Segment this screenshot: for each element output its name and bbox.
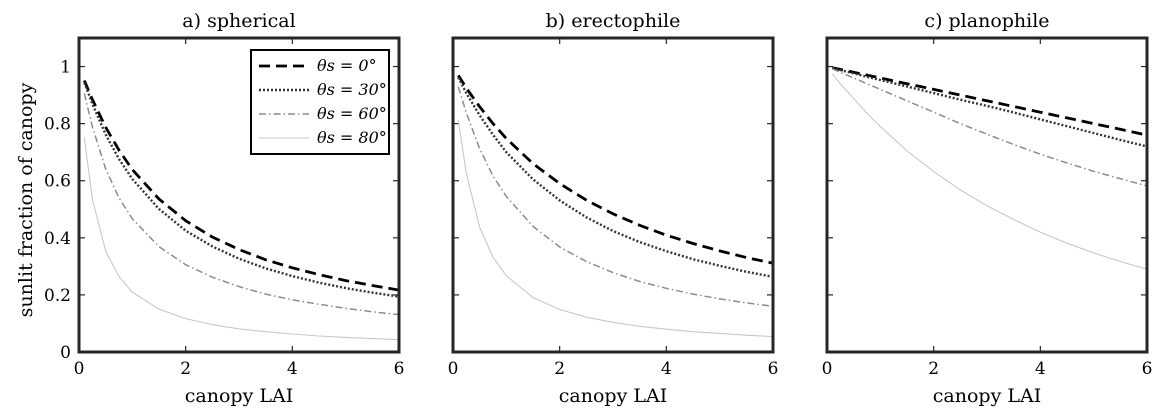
x-axis-label: canopy LAI bbox=[559, 385, 667, 407]
panel-title: b) erectophile bbox=[546, 10, 681, 32]
series-line-4 bbox=[831, 73, 1148, 270]
series-line-3 bbox=[831, 68, 1148, 187]
y-tick-label: 0.6 bbox=[44, 172, 71, 192]
panel-erectophile: b) erectophile canopy LAI 0 2 4 6 bbox=[448, 10, 779, 407]
x-axis-label: canopy LAI bbox=[933, 385, 1041, 407]
plot-area: 0 2 4 6 bbox=[448, 38, 779, 379]
x-tick-label: 0 bbox=[74, 359, 85, 379]
x-tick-label: 2 bbox=[928, 359, 939, 379]
x-tick-label: 6 bbox=[1142, 359, 1153, 379]
y-axis-label: sunlit fraction of canopy bbox=[15, 82, 37, 317]
series-line-1 bbox=[83, 79, 400, 292]
x-tick-label: 4 bbox=[287, 359, 298, 379]
x-tick-label: 4 bbox=[1035, 359, 1046, 379]
x-tick-label: 4 bbox=[661, 359, 672, 379]
legend: θs = 0° θs = 30° θs = 60° θs = 80° bbox=[250, 49, 390, 155]
series-line-3 bbox=[457, 86, 774, 308]
x-tick-label: 6 bbox=[768, 359, 779, 379]
x-tick-label: 6 bbox=[394, 359, 405, 379]
y-tick-label: 0.2 bbox=[44, 286, 71, 306]
panel-title: a) spherical bbox=[182, 10, 295, 32]
series-line-4 bbox=[457, 120, 774, 338]
legend-label-1: θs = 0° bbox=[317, 56, 377, 75]
panel-title: c) planophile bbox=[924, 10, 1049, 32]
plot-area: 0 2 4 6 bbox=[822, 38, 1153, 379]
y-tick-label: 0 bbox=[60, 343, 71, 363]
series-line-3 bbox=[83, 93, 400, 316]
axes-frame bbox=[825, 36, 1149, 354]
panel-spherical: a) spherical canopy LAI 0 2 4 6 0 0.2 0.4 0.6 0.… bbox=[44, 10, 404, 407]
y-tick-label: 0.8 bbox=[44, 115, 71, 135]
x-tick-label: 0 bbox=[822, 359, 833, 379]
y-tick-label: 1 bbox=[60, 58, 71, 78]
axes-frame bbox=[77, 36, 401, 354]
legend-box bbox=[250, 49, 390, 155]
series-line-2 bbox=[83, 82, 400, 298]
panel-planophile: c) planophile canopy LAI 0 2 4 6 bbox=[822, 10, 1153, 407]
legend-label-4: θs = 80° bbox=[317, 128, 387, 147]
plot-area: 0 2 4 6 0 0.2 0.4 0.6 0.8 1 bbox=[44, 38, 404, 379]
axes-frame bbox=[451, 36, 775, 354]
x-tick-label: 2 bbox=[180, 359, 191, 379]
y-tick-label: 0.4 bbox=[44, 229, 71, 249]
x-tick-label: 2 bbox=[554, 359, 565, 379]
legend-label-3: θs = 60° bbox=[317, 104, 387, 123]
series-line-1 bbox=[832, 66, 1148, 137]
series-line-4 bbox=[83, 137, 400, 341]
series-line-1 bbox=[457, 74, 774, 265]
series-line-2 bbox=[832, 66, 1148, 148]
legend-label-2: θs = 30° bbox=[317, 80, 387, 99]
x-tick-label: 0 bbox=[448, 359, 459, 379]
x-axis-label: canopy LAI bbox=[185, 385, 293, 407]
series-line-2 bbox=[457, 76, 774, 279]
